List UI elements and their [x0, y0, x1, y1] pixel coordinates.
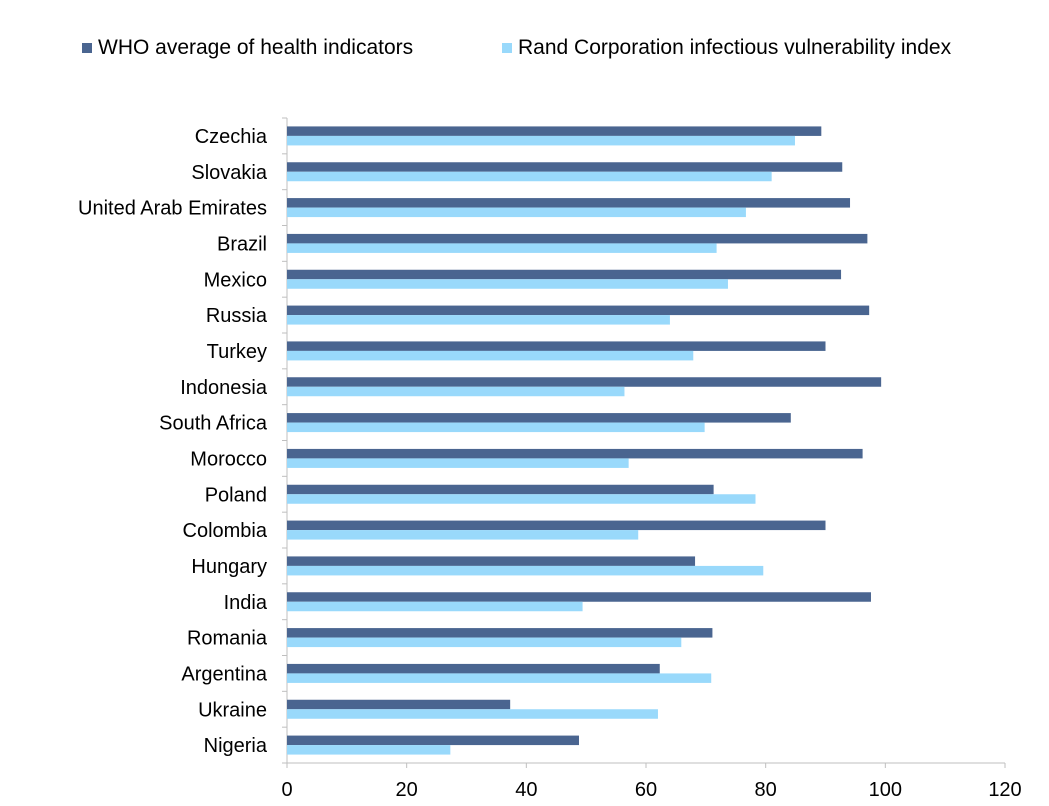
bar-rand-colombia	[287, 530, 639, 540]
legend-item-rand: Rand Corporation infectious vulnerabilit…	[502, 34, 951, 62]
bar-rand-poland	[287, 494, 756, 504]
bar-who-colombia	[287, 520, 826, 531]
bar-who-india	[287, 592, 871, 602]
bar-rand-indonesia	[287, 386, 625, 397]
bar-rand-south-africa	[287, 422, 705, 433]
category-label: Morocco	[190, 448, 267, 470]
bar-who-nigeria	[287, 735, 579, 746]
category-label: Indonesia	[180, 377, 268, 399]
bar-who-poland	[287, 484, 714, 495]
bar-rand-india	[287, 601, 583, 612]
bar-who-russia	[287, 305, 870, 316]
bar-rand-hungary	[287, 565, 764, 576]
category-label: Turkey	[207, 341, 267, 363]
bar-who-ukraine	[287, 699, 511, 710]
category-label: Ukraine	[198, 699, 267, 721]
legend-label-rand: Rand Corporation infectious vulnerabilit…	[518, 36, 952, 59]
x-tick-label: 120	[988, 779, 1021, 801]
x-tick-label: 100	[869, 779, 902, 801]
category-label: South Africa	[159, 413, 268, 435]
bar-rand-mexico	[287, 279, 728, 289]
bar-who-czechia	[287, 126, 822, 136]
category-label: Argentina	[181, 663, 267, 685]
category-label: Colombia	[183, 520, 268, 542]
chart-legend: WHO average of health indicators Rand Co…	[0, 34, 1049, 62]
bar-rand-turkey	[287, 350, 694, 361]
bar-who-turkey	[287, 341, 826, 351]
category-label: Czechia	[195, 126, 268, 148]
x-tick-label: 20	[396, 779, 418, 801]
bar-rand-ukraine	[287, 709, 658, 719]
x-tick-label: 60	[635, 779, 657, 801]
x-tick-label: 0	[281, 779, 292, 801]
bar-rand-nigeria	[287, 745, 451, 755]
bar-rand-argentina	[287, 673, 712, 683]
legend-label-who: WHO average of health indicators	[98, 36, 414, 59]
bar-rand-slovakia	[287, 171, 772, 182]
category-label: Nigeria	[204, 735, 268, 757]
bar-who-south-africa	[287, 413, 791, 423]
category-label: Slovakia	[191, 162, 267, 184]
bar-who-argentina	[287, 663, 660, 674]
x-tick-label: 40	[515, 779, 537, 801]
bar-rand-romania	[287, 637, 682, 648]
bar-who-brazil	[287, 233, 868, 244]
bar-who-slovakia	[287, 162, 843, 172]
category-label: United Arab Emirates	[78, 198, 267, 220]
category-label: Russia	[206, 305, 268, 327]
bar-rand-united-arab-emirates	[287, 207, 746, 218]
category-label: Mexico	[204, 269, 267, 291]
bar-who-hungary	[287, 556, 696, 566]
bar-rand-czechia	[287, 135, 795, 146]
bar-rand-russia	[287, 315, 670, 325]
category-label: Romania	[187, 628, 268, 650]
bar-who-morocco	[287, 448, 863, 459]
bar-rand-morocco	[287, 458, 629, 468]
category-label: Poland	[205, 484, 267, 506]
legend-swatch-who	[82, 43, 92, 53]
bar-who-indonesia	[287, 377, 882, 387]
x-tick-label: 80	[755, 779, 777, 801]
category-label: Brazil	[217, 233, 267, 255]
legend-swatch-rand	[502, 43, 512, 53]
bar-who-romania	[287, 628, 713, 638]
category-label: India	[224, 592, 268, 614]
bar-rand-brazil	[287, 243, 717, 253]
category-label: Hungary	[191, 556, 267, 578]
bar-who-mexico	[287, 269, 842, 280]
bar-who-united-arab-emirates	[287, 198, 851, 208]
legend-item-who: WHO average of health indicators	[82, 34, 413, 62]
